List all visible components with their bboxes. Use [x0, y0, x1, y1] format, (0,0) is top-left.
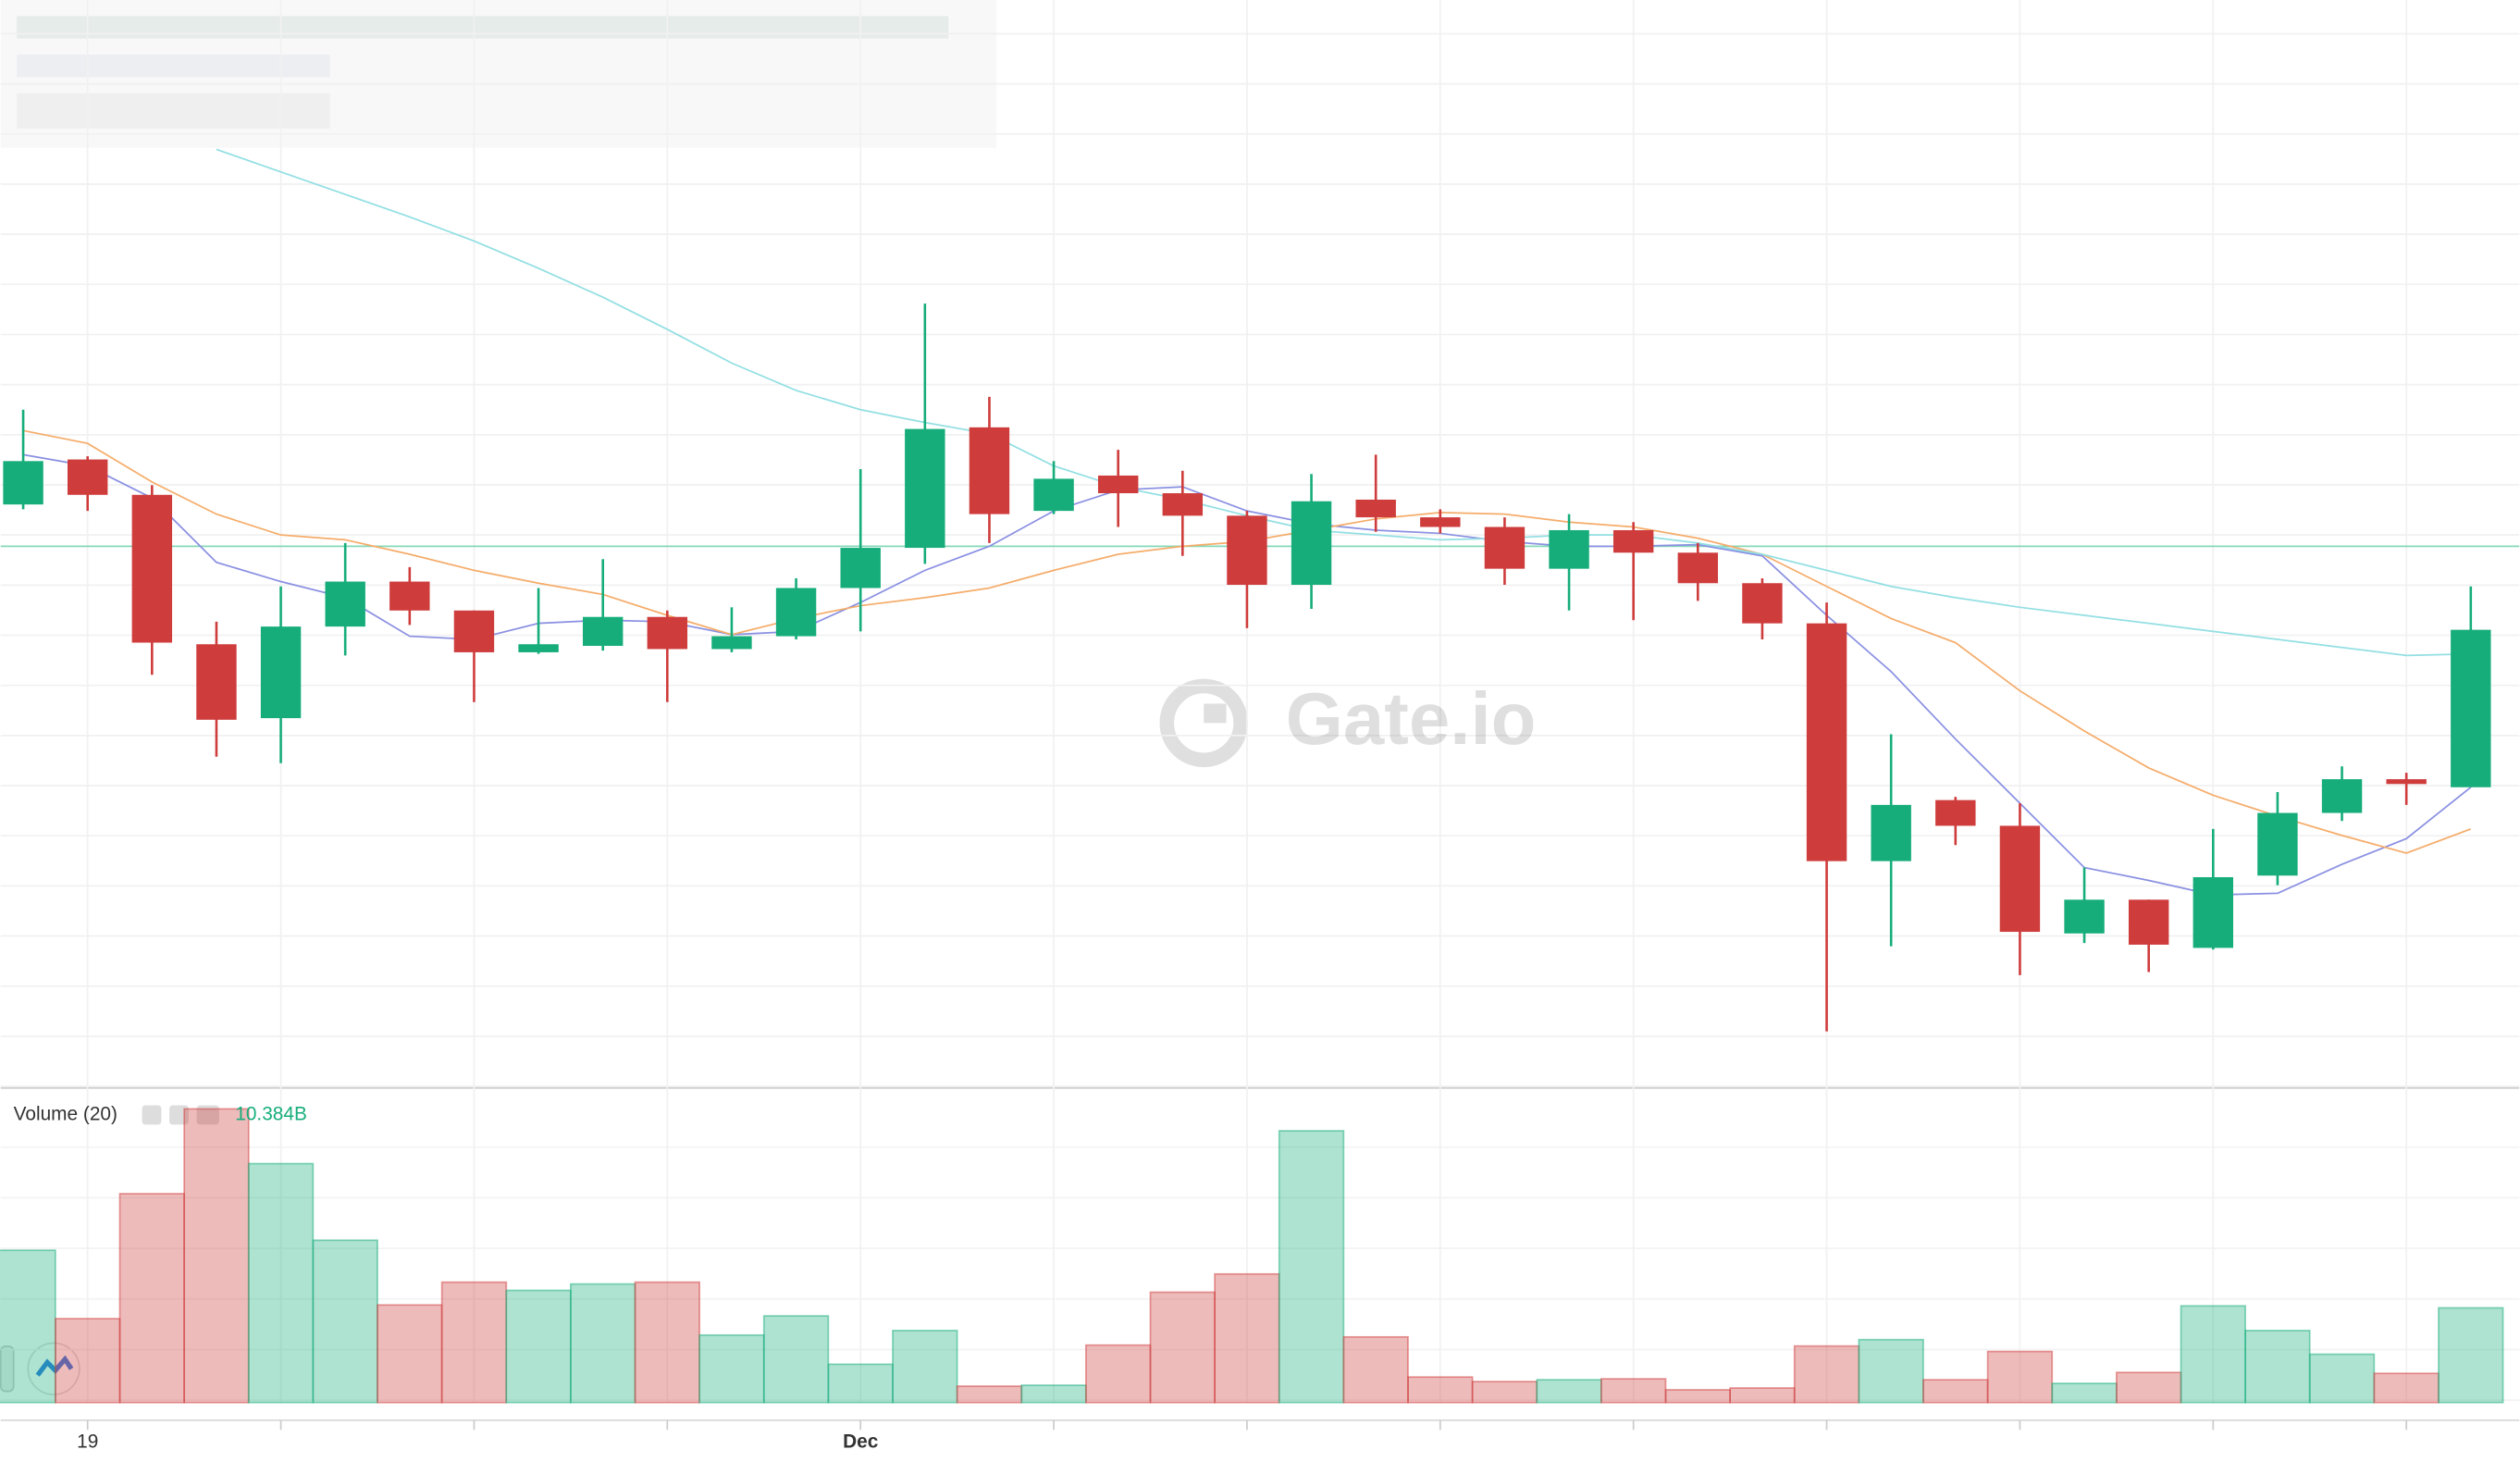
- volume-bar: [55, 1318, 121, 1404]
- candle-body: [2064, 899, 2105, 934]
- volume-bar: [1922, 1379, 1989, 1404]
- candle-body: [67, 459, 108, 495]
- candle-body: [2257, 812, 2298, 876]
- volume-bar: [312, 1239, 378, 1404]
- volume-bar: [827, 1363, 894, 1404]
- candle-body: [3, 461, 43, 505]
- volume-bar: [698, 1333, 765, 1404]
- volume-bar: [1471, 1381, 1538, 1404]
- volume-bar: [247, 1162, 315, 1404]
- candle-body: [325, 581, 365, 627]
- volume-bar: [505, 1289, 572, 1404]
- volume-bar: [118, 1193, 186, 1404]
- candle-body: [1097, 475, 1139, 494]
- volume-bar: [1020, 1384, 1087, 1404]
- candle-body: [1162, 493, 1204, 516]
- candle-body: [2128, 899, 2169, 945]
- x-tick-label: 19: [77, 1431, 98, 1453]
- volume-bar: [2373, 1372, 2440, 1404]
- volume-bar: [377, 1304, 443, 1404]
- close-icon[interactable]: [196, 1105, 219, 1125]
- candle-body: [1420, 517, 1461, 527]
- volume-bar: [1664, 1389, 1731, 1404]
- side-tab[interactable]: [0, 1345, 15, 1393]
- candle-body: [1291, 501, 1332, 585]
- volume-bar: [2115, 1371, 2182, 1404]
- watermark: Gate.io: [1286, 677, 1537, 760]
- candle-body: [1355, 499, 1396, 518]
- blurred-text: [17, 16, 949, 39]
- candle-body: [1033, 478, 1074, 512]
- candle-body: [1227, 515, 1267, 585]
- candle-body: [2451, 629, 2491, 787]
- volume-bar: [2180, 1305, 2246, 1404]
- x-tick-label: Dec: [843, 1431, 878, 1453]
- volume-bar: [1600, 1378, 1667, 1404]
- candle-body: [1549, 529, 1589, 569]
- blurred-text: [17, 93, 330, 129]
- volume-bar: [1858, 1338, 1924, 1404]
- candle-body: [1806, 623, 1847, 861]
- volume-bar: [1986, 1350, 2054, 1404]
- layout: [0, 0, 2520, 1421]
- grid: [0, 0, 2520, 1431]
- volume-bar: [634, 1281, 700, 1404]
- candle-body: [196, 644, 237, 720]
- volume-bar: [1214, 1272, 1280, 1404]
- candle-body: [389, 581, 430, 611]
- candle-body: [582, 616, 624, 646]
- candle-body: [1484, 527, 1526, 569]
- candle-body: [1612, 529, 1654, 553]
- candle-body: [131, 494, 173, 643]
- candle-body: [1742, 583, 1783, 624]
- candle-body: [2386, 779, 2427, 785]
- candle-body: [453, 610, 495, 652]
- volume-bar: [440, 1281, 508, 1404]
- volume-bar: [183, 1108, 250, 1404]
- candle-body: [1677, 552, 1719, 584]
- candle-body: [840, 548, 881, 589]
- volume-bar: [1085, 1344, 1152, 1404]
- candle-body: [969, 427, 1010, 514]
- candle-body: [1935, 799, 1976, 826]
- volume-bar: [2051, 1382, 2118, 1404]
- candle-body: [647, 616, 688, 650]
- volume-bar: [1149, 1291, 1216, 1404]
- volume-bar: [1536, 1379, 1602, 1404]
- candle-body: [775, 588, 817, 637]
- volume-bar: [1729, 1387, 1796, 1404]
- eye-icon[interactable]: [142, 1105, 162, 1125]
- candle-body: [1871, 804, 1911, 861]
- candle-body: [2321, 779, 2363, 813]
- candle-body: [518, 644, 559, 652]
- volume-bar: [2308, 1353, 2376, 1404]
- volume-bar: [2438, 1307, 2504, 1404]
- volume-label: Volume (20): [14, 1103, 117, 1124]
- logo-notch: [1204, 703, 1227, 724]
- volume-bar: [956, 1385, 1023, 1404]
- volume-bar: [1793, 1344, 1860, 1404]
- volume-bar: [0, 1249, 56, 1404]
- blurred-text: [17, 55, 330, 78]
- volume-bar: [570, 1282, 636, 1404]
- candle-body: [711, 636, 752, 650]
- moving-average-line: [216, 148, 2471, 657]
- candle-body: [905, 428, 945, 549]
- volume-bar: [2244, 1330, 2311, 1404]
- volume-bar: [892, 1330, 958, 1404]
- candle-body: [1999, 825, 2041, 933]
- candle-body: [260, 626, 302, 719]
- volume-bar: [1407, 1376, 1474, 1404]
- volume-bar: [1342, 1335, 1409, 1404]
- volume-current: 10.384B: [235, 1103, 307, 1124]
- candle-body: [2193, 877, 2234, 948]
- volume-bar: [1278, 1130, 1345, 1404]
- volume-bar: [762, 1315, 830, 1404]
